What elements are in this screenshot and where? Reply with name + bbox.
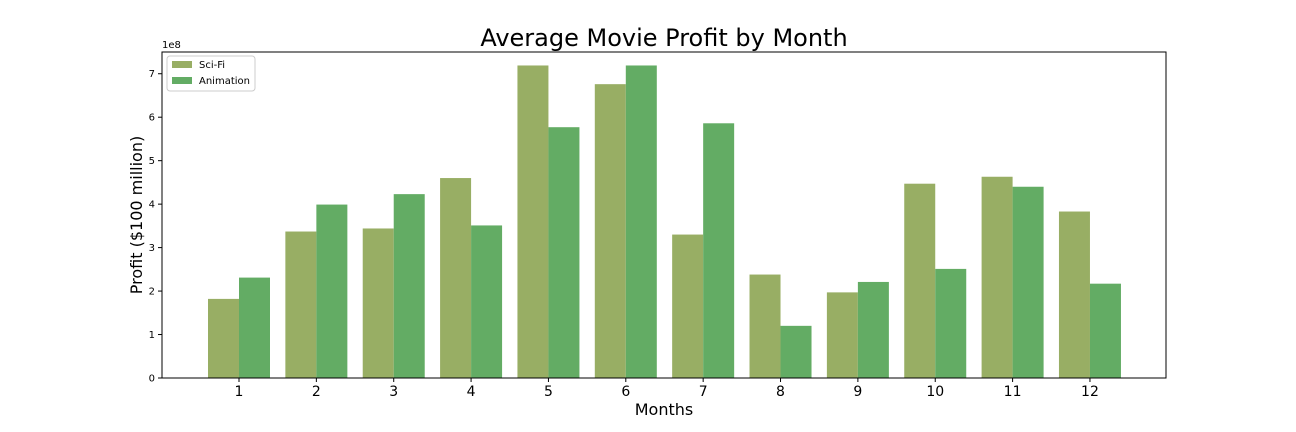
x-tick-label: 12 bbox=[1081, 384, 1099, 400]
bar-animation-1 bbox=[239, 277, 270, 378]
plot-frame bbox=[161, 51, 1167, 379]
bar-sci-fi-8 bbox=[749, 274, 781, 378]
y-tick-label: 4 bbox=[149, 200, 155, 211]
y-tick-label: 7 bbox=[149, 69, 155, 80]
x-tick-label: 10 bbox=[926, 384, 944, 400]
bar-sci-fi-10 bbox=[904, 183, 936, 378]
bar-sci-fi-2 bbox=[285, 231, 317, 378]
y-axis-ticks: 0 1 2 3 4 5 6 7 bbox=[149, 69, 162, 385]
legend-swatch-animation bbox=[172, 77, 192, 84]
bar-animation-10 bbox=[935, 268, 967, 378]
y-tick-label: 1 bbox=[149, 330, 155, 341]
bar-sci-fi-1 bbox=[208, 298, 239, 378]
bar-sci-fi-4 bbox=[440, 178, 472, 378]
bar-animation-7 bbox=[703, 123, 735, 378]
bar-animation-12 bbox=[1089, 283, 1121, 378]
legend-swatch-sci-fi bbox=[172, 61, 192, 68]
bar-sci-fi-5 bbox=[517, 65, 549, 378]
y-tick-label: 2 bbox=[149, 287, 155, 298]
bar-sci-fi-11 bbox=[981, 176, 1013, 378]
chart-title: Average Movie Profit by Month bbox=[480, 24, 847, 52]
x-tick-label: 5 bbox=[544, 384, 553, 400]
x-tick-label: 8 bbox=[776, 384, 785, 400]
bar-sci-fi-7 bbox=[672, 234, 704, 378]
x-axis-label: Months bbox=[635, 400, 693, 419]
y-tick-label: 5 bbox=[149, 156, 155, 167]
y-tick-label: 0 bbox=[149, 374, 155, 385]
x-tick-label: 4 bbox=[467, 384, 476, 400]
bar-sci-fi-3 bbox=[362, 228, 394, 378]
bar-animation-8 bbox=[780, 325, 812, 378]
bar-animation-6 bbox=[625, 65, 657, 378]
x-axis-ticks: 1 2 3 4 5 6 7 8 9 10 11 12 bbox=[235, 378, 1099, 400]
x-tick-label: 7 bbox=[699, 384, 708, 400]
bar-sci-fi-12 bbox=[1058, 211, 1090, 378]
x-tick-label: 9 bbox=[853, 384, 862, 400]
x-tick-label: 11 bbox=[1004, 384, 1022, 400]
legend-label-sci-fi: Sci-Fi bbox=[199, 60, 225, 71]
bar-animation-5 bbox=[548, 127, 580, 379]
x-tick-label: 6 bbox=[621, 384, 630, 400]
y-tick-label: 6 bbox=[149, 113, 155, 124]
bar-animation-3 bbox=[393, 194, 425, 378]
x-tick-label: 1 bbox=[235, 384, 244, 400]
bars-group bbox=[208, 65, 1121, 379]
bar-animation-9 bbox=[857, 281, 889, 378]
bar-animation-2 bbox=[316, 204, 348, 378]
y-tick-label: 3 bbox=[149, 243, 155, 254]
legend-label-animation: Animation bbox=[199, 76, 250, 87]
x-tick-label: 3 bbox=[389, 384, 398, 400]
bar-sci-fi-6 bbox=[594, 84, 626, 378]
legend: Sci-Fi Animation bbox=[166, 55, 256, 92]
bar-animation-11 bbox=[1012, 186, 1044, 378]
bar-animation-4 bbox=[471, 225, 503, 378]
x-tick-label: 2 bbox=[312, 384, 321, 400]
bar-sci-fi-9 bbox=[826, 292, 858, 378]
y-axis-offset-label: 1e8 bbox=[162, 40, 181, 51]
y-axis-label: Profit ($100 million) bbox=[127, 136, 146, 294]
